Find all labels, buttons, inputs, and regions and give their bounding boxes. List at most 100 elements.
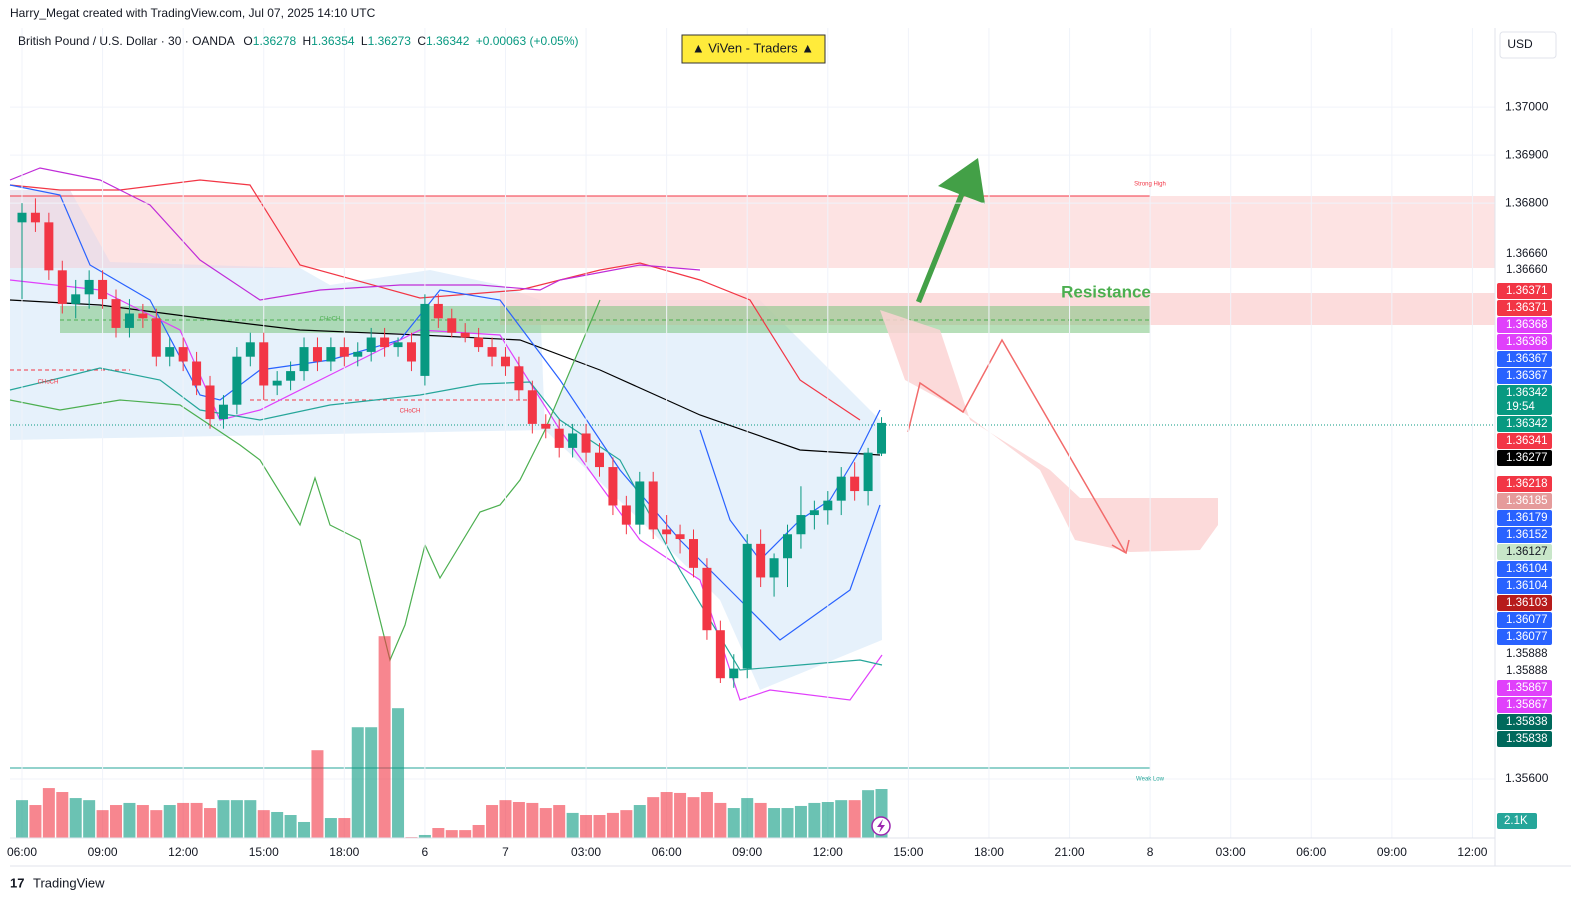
candle-body (192, 361, 202, 386)
candle-body (608, 467, 618, 506)
price-badge (1497, 433, 1552, 449)
volume-bar (392, 708, 405, 838)
price-badge-label: 1.36127 (1506, 546, 1548, 558)
volume-bar (230, 800, 243, 838)
price-badge-label: 1.36179 (1506, 512, 1548, 524)
price-badge (1497, 731, 1552, 747)
volume-bar (56, 792, 69, 838)
resistance-label: Resistance (1061, 282, 1151, 301)
price-badge-label: 1.36103 (1506, 597, 1548, 609)
y-tick-label: 1.36900 (1505, 147, 1549, 161)
candle-body (205, 385, 215, 420)
x-tick-label: 12:00 (168, 845, 198, 859)
price-badge-label: 1.36277 (1506, 452, 1548, 464)
indicator-label[interactable]: ▲ ViVen - Traders ▲ (692, 40, 814, 55)
currency-button[interactable] (1499, 31, 1557, 59)
volume-bar (284, 815, 297, 838)
price-badge (1497, 283, 1552, 299)
volume-bar (16, 800, 28, 838)
candle-body (527, 390, 537, 424)
symbol-header: British Pound / U.S. Dollar · 30 · OANDA… (18, 34, 578, 48)
candle-body (863, 452, 873, 492)
volume-bar (150, 810, 163, 838)
candle-body (272, 380, 282, 386)
candle-body (500, 356, 510, 367)
band-line (9, 367, 883, 671)
candle-body (406, 342, 416, 362)
choch-label: CHoCH (38, 380, 59, 386)
y-tick-label: 1.36800 (1505, 195, 1549, 209)
candle-body (715, 630, 725, 679)
price-badge (1497, 493, 1552, 509)
x-tick-label: 8 (1147, 845, 1154, 859)
indicator-badge[interactable] (681, 34, 826, 64)
candle-body (245, 342, 255, 357)
oscillator-line (9, 299, 601, 662)
attribution: Harry_Megat created with TradingView.com… (10, 6, 376, 20)
candle-body (689, 539, 698, 568)
o-value: 1.36278 (253, 34, 297, 48)
price-badge (1497, 450, 1552, 466)
price-badge (1497, 317, 1552, 333)
volume-bar (204, 808, 217, 838)
x-tick-label: 21:00 (1055, 845, 1085, 859)
x-tick-label: 15:00 (249, 845, 279, 859)
volume-bar (311, 750, 324, 838)
candle-body (366, 337, 376, 352)
band-line (9, 279, 883, 701)
volume-bar (553, 805, 566, 838)
c-prefix: C (417, 34, 426, 48)
volume-label: 2.1K (1504, 815, 1528, 827)
currency[interactable]: USD (1507, 37, 1533, 51)
price-badge-label: 1.36660 (1506, 264, 1548, 276)
volume-bar (700, 792, 713, 838)
candle-body (581, 433, 591, 453)
projection-cloud (880, 310, 1218, 552)
logo: TradingView (33, 875, 105, 890)
volume-bar (110, 805, 123, 838)
volume-bar (499, 800, 512, 838)
price-badge (1497, 334, 1552, 350)
x-tick-label: 03:00 (1216, 845, 1246, 859)
price-badge (1497, 476, 1552, 492)
volume-bar (83, 800, 96, 838)
price-badge-label: 1.35838 (1506, 716, 1548, 728)
candle-body (662, 529, 672, 535)
x-tick-label: 09:00 (88, 845, 118, 859)
zones (10, 190, 1495, 769)
price-badge-label: 1.35888 (1506, 665, 1548, 677)
indicators (9, 167, 883, 701)
volume-bar (378, 636, 391, 838)
price-badge-label: 1.36342 (1506, 418, 1548, 430)
o-prefix: O (243, 34, 252, 48)
volume-bar (647, 797, 660, 838)
candle-body (568, 433, 578, 448)
volume-bar (163, 805, 176, 838)
projection-path (907, 338, 1126, 553)
candle-body (850, 476, 860, 492)
price-badge (1497, 368, 1552, 384)
price-badge (1497, 629, 1552, 645)
candle-body (178, 347, 188, 362)
price-badge-label: 1.36104 (1506, 580, 1548, 592)
channel (545, 300, 882, 690)
candle-body (420, 303, 430, 376)
candle-body (783, 534, 793, 559)
volume-bar (338, 818, 351, 838)
candle-body (474, 337, 484, 348)
price-badge-label: 1.36152 (1506, 529, 1548, 541)
volume-bar (298, 821, 311, 838)
price-badge-label: 1.36077 (1506, 614, 1548, 626)
volume-bar (324, 818, 337, 838)
volume-bar (794, 805, 807, 838)
y-tick-label: 1.35600 (1505, 771, 1549, 785)
x-tick-label: 06:00 (1296, 845, 1326, 859)
volume-bar (512, 802, 525, 838)
volume-bar (781, 808, 794, 838)
candle-body (339, 347, 349, 357)
price-badge (1497, 714, 1552, 730)
candle-body (836, 476, 846, 501)
choch-label: CHoCH (400, 409, 421, 415)
price-badge (1497, 612, 1552, 628)
